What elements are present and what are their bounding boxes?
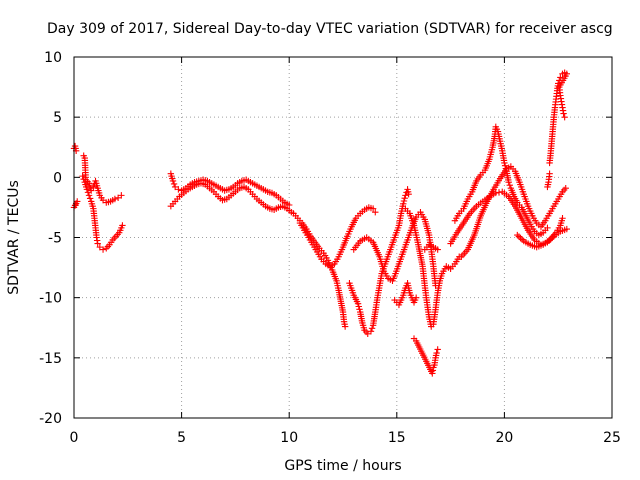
data-point <box>99 246 107 253</box>
data-point <box>354 300 362 307</box>
data-point <box>175 186 182 193</box>
y-tick-label: -10 <box>39 291 62 307</box>
grid-lines <box>74 57 612 418</box>
data-point <box>99 196 107 204</box>
data-point <box>111 195 119 203</box>
data-point <box>90 183 97 191</box>
chart-title: Day 309 of 2017, Sidereal Day-to-day VTE… <box>47 21 613 37</box>
data-point <box>83 186 91 193</box>
data-point <box>400 200 407 208</box>
data-point <box>546 170 553 177</box>
y-tick-label: 10 <box>44 50 62 66</box>
y-tick-label: 0 <box>53 170 62 186</box>
data-point <box>170 180 178 188</box>
data-point <box>560 110 567 117</box>
data-point <box>171 183 179 191</box>
data-point <box>401 194 408 202</box>
data-point <box>405 190 412 198</box>
y-axis-label: SDTVAR / TECUs <box>6 180 22 295</box>
y-tick-labels: 10 5 0 -5 -10 -15 -20 <box>39 50 62 427</box>
x-tick-label: 15 <box>388 430 406 446</box>
y-tick-label: -5 <box>48 231 62 247</box>
x-tick-label: 25 <box>603 430 621 446</box>
x-tick-label: 20 <box>495 430 513 446</box>
data-point <box>85 192 93 199</box>
x-axis-label: GPS time / hours <box>284 458 401 474</box>
data-point <box>563 225 571 233</box>
data-points <box>70 69 571 377</box>
x-tick-label: 0 <box>70 430 79 446</box>
data-point <box>341 323 349 330</box>
data-point <box>412 294 420 301</box>
data-point <box>369 205 377 212</box>
data-point <box>544 224 551 232</box>
data-point <box>562 184 569 192</box>
data-point <box>561 113 568 121</box>
x-tick-label: 10 <box>280 430 298 446</box>
data-point <box>515 233 523 240</box>
data-point <box>501 159 508 167</box>
data-point <box>169 177 177 185</box>
data-point <box>517 234 524 242</box>
data-point <box>356 306 363 313</box>
data-point <box>402 192 409 199</box>
data-point <box>96 243 104 251</box>
plot-frame <box>73 56 613 419</box>
data-point <box>495 189 503 196</box>
data-point <box>114 194 122 201</box>
data-point <box>368 325 376 332</box>
x-tick-labels: 0 5 10 15 20 25 <box>70 430 621 446</box>
data-point <box>514 231 521 239</box>
x-tick-label: 5 <box>177 430 186 446</box>
data-point <box>372 209 379 216</box>
y-tick-label: 5 <box>53 110 62 126</box>
data-point <box>86 195 94 202</box>
data-point <box>433 349 440 357</box>
data-point <box>74 198 81 205</box>
data-point <box>434 246 441 253</box>
data-point <box>79 172 86 180</box>
y-tick-label: -20 <box>39 411 62 427</box>
data-point <box>94 240 101 247</box>
y-tick-label: -15 <box>39 351 62 367</box>
data-point <box>505 178 512 186</box>
data-point <box>367 328 375 335</box>
data-point <box>119 222 126 229</box>
data-point <box>364 330 371 337</box>
data-point <box>506 181 513 189</box>
data-point <box>118 192 125 199</box>
data-point <box>84 189 92 196</box>
data-point <box>400 197 408 205</box>
data-point <box>434 346 441 353</box>
data-point <box>88 187 95 194</box>
data-point <box>355 303 362 310</box>
data-point <box>286 201 293 209</box>
data-point <box>557 74 564 81</box>
data-point <box>559 215 566 222</box>
